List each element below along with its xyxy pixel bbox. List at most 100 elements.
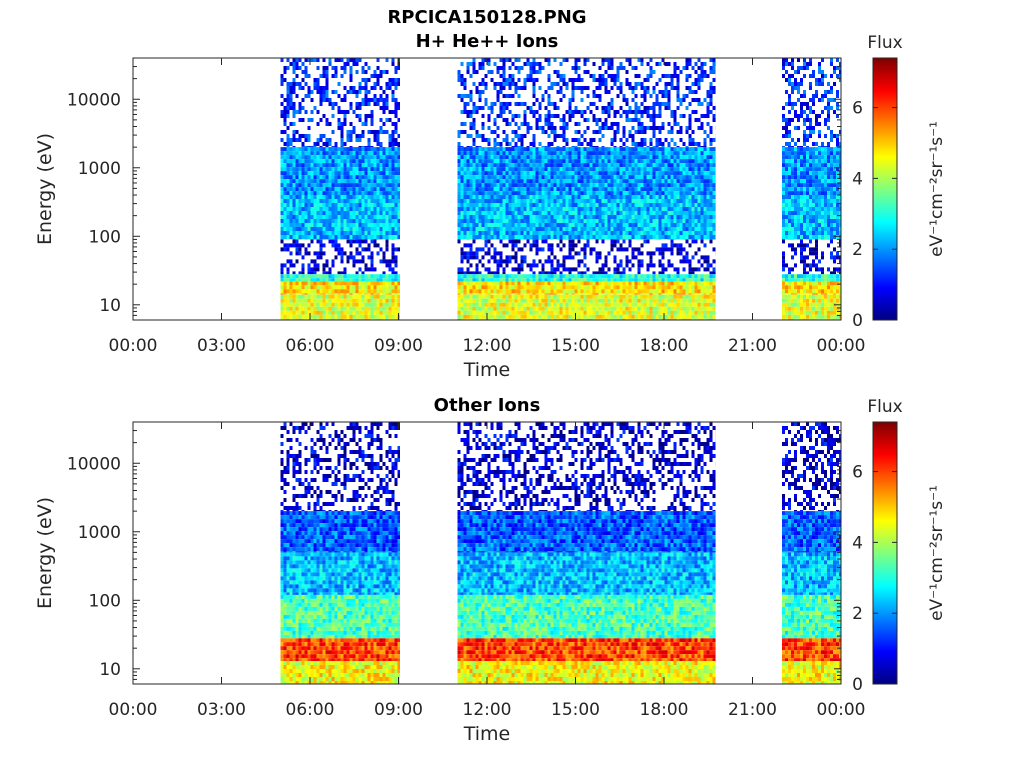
colorbar-cell — [873, 60, 897, 62]
colorbar-cell — [873, 260, 897, 262]
colorbar-cell — [873, 123, 897, 125]
colorbar-cell — [873, 664, 897, 666]
panel-2-title: Other Ions — [433, 395, 541, 416]
colorbar-cell — [873, 652, 897, 654]
colorbar-cell — [873, 129, 897, 131]
colorbar-cell — [873, 239, 897, 241]
colorbar-cell — [873, 72, 897, 74]
colorbar-cell — [873, 266, 897, 268]
y-tick-label: 1000 — [78, 523, 121, 543]
colorbar-cell — [873, 278, 897, 280]
colorbar-cell — [873, 88, 897, 90]
colorbar-cell — [873, 313, 897, 315]
colorbar-cell — [873, 492, 897, 494]
colorbar-cell — [873, 134, 897, 136]
colorbar-cell — [873, 75, 897, 77]
colorbar-cell — [873, 432, 897, 434]
colorbar-cell — [873, 299, 897, 301]
colorbar-cell — [873, 423, 897, 425]
colorbar-cell — [873, 140, 897, 142]
colorbar-cell — [873, 630, 897, 632]
colorbar-tick-label: 6 — [852, 463, 863, 483]
colorbar-cell — [873, 585, 897, 587]
colorbar-cell — [873, 279, 897, 281]
colorbar-cell — [873, 679, 897, 681]
colorbar-cell — [873, 548, 897, 550]
colorbar-cell — [873, 160, 897, 162]
colorbar-cell — [873, 256, 897, 258]
colorbar-cell — [873, 83, 897, 85]
colorbar-cell — [873, 597, 897, 599]
colorbar-cell — [873, 73, 897, 75]
colorbar-cell — [873, 290, 897, 292]
colorbar-cell — [873, 430, 897, 432]
colorbar-cell — [873, 475, 897, 477]
colorbar-cell — [873, 311, 897, 313]
x-axis-label: Time — [463, 723, 511, 745]
colorbar-cell — [873, 562, 897, 564]
colorbar-cell — [873, 471, 897, 473]
colorbar-cell — [873, 564, 897, 566]
colorbar-cell — [873, 561, 897, 563]
colorbar-cell — [873, 270, 897, 272]
colorbar-cell — [873, 70, 897, 72]
colorbar-cell — [873, 282, 897, 284]
colorbar-cell — [873, 64, 897, 66]
colorbar-cell — [873, 565, 897, 567]
colorbar-cell — [873, 483, 897, 485]
colorbar-frame — [872, 421, 898, 685]
colorbar-cell — [873, 158, 897, 160]
x-tick-label: 03:00 — [197, 336, 246, 356]
colorbar-cell — [873, 677, 897, 679]
colorbar-cell — [873, 462, 897, 464]
colorbar-cell — [873, 162, 897, 164]
colorbar-cell — [873, 481, 897, 483]
colorbar-cell — [873, 63, 897, 65]
y-axis-label: Energy (eV) — [34, 133, 56, 245]
colorbar-cell — [873, 512, 897, 514]
colorbar-cell — [873, 634, 897, 636]
colorbar-cell — [873, 633, 897, 635]
colorbar-cell — [873, 245, 897, 247]
colorbar-cell — [873, 435, 897, 437]
x-tick-label: 00:00 — [109, 700, 158, 720]
colorbar-cell — [873, 649, 897, 651]
colorbar-cell — [873, 588, 897, 590]
colorbar-cell — [873, 103, 897, 105]
colorbar-cell — [873, 544, 897, 546]
colorbar-cell — [873, 459, 897, 461]
colorbar-cell — [873, 243, 897, 245]
colorbar-cell — [873, 218, 897, 220]
colorbar-cell — [873, 500, 897, 502]
x-tick-label: 21:00 — [728, 700, 777, 720]
colorbar: 0 2 4 6 Flux eV⁻¹cm⁻²sr⁻¹s⁻¹ — [852, 33, 947, 331]
panel-2: 10 100 1000 10000 Energy (eV) 00:00 03:00 06:00… — [34, 397, 947, 745]
colorbar-cell — [873, 668, 897, 670]
colorbar-cell — [873, 108, 897, 110]
colorbar-cell — [873, 250, 897, 252]
figure-title: RPCICA150128.PNG — [387, 7, 587, 28]
colorbar-cell — [873, 175, 897, 177]
colorbar-cell — [873, 457, 897, 459]
colorbar-cell — [873, 567, 897, 569]
colorbar-cell — [873, 230, 897, 232]
colorbar-cell — [873, 168, 897, 170]
colorbar-cell — [873, 587, 897, 589]
colorbar-cell — [873, 192, 897, 194]
colorbar-cell — [873, 61, 897, 63]
colorbar-cell — [873, 620, 897, 622]
colorbar-cell — [873, 486, 897, 488]
colorbar-cell — [873, 667, 897, 669]
x-tick-label: 06:00 — [286, 700, 335, 720]
colorbar-cell — [873, 669, 897, 671]
colorbar-cell — [873, 593, 897, 595]
x-tick-label: 21:00 — [728, 336, 777, 356]
colorbar-cell — [873, 573, 897, 575]
x-tick-label: 12:00 — [463, 700, 512, 720]
colorbar-cell — [873, 143, 897, 145]
colorbar-cell — [873, 556, 897, 558]
colorbar-cell — [873, 224, 897, 226]
colorbar-cell — [873, 178, 897, 180]
colorbar-cell — [873, 293, 897, 295]
colorbar-cell — [873, 142, 897, 144]
